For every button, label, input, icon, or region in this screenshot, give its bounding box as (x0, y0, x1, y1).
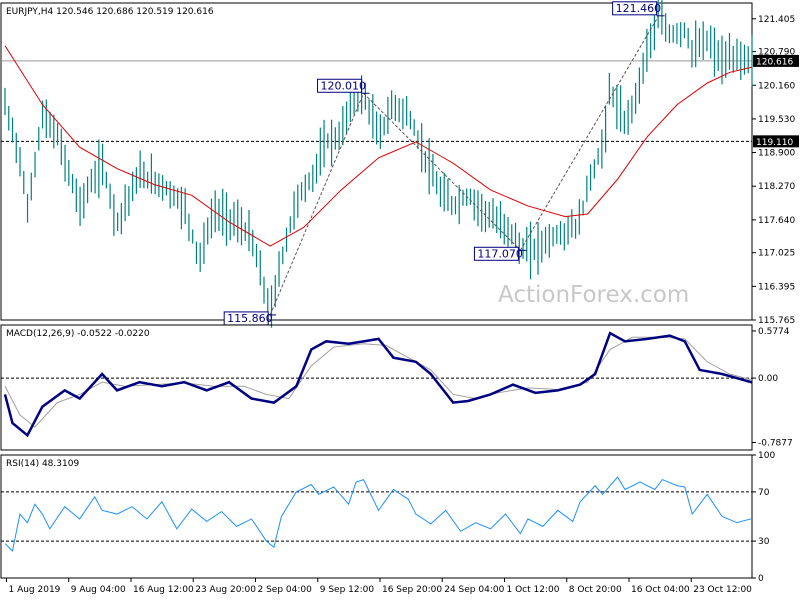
rsi-line (4, 476, 753, 552)
swing-label-box (317, 78, 363, 93)
y-tick-label: -0.7877 (758, 438, 793, 448)
x-tick-label: 9 Aug 04:00 (71, 585, 126, 595)
y-tick-label: 117.640 (758, 216, 795, 226)
y-tick-label: 118.270 (758, 182, 795, 192)
y-tick-label: 100 (758, 451, 775, 461)
swing-label: 117.070 (477, 247, 523, 260)
macd-signal-line (4, 336, 753, 428)
swing-label-box (473, 246, 519, 261)
y-tick-label: 120.160 (758, 81, 795, 91)
y-tick-label: 116.395 (758, 282, 795, 292)
x-tick-label: 9 Sep 12:00 (320, 585, 375, 595)
y-tick-label: 0 (758, 574, 764, 584)
macd-line (3, 331, 753, 438)
y-tick-label: 0.00 (758, 374, 778, 384)
x-tick-label: 24 Sep 04:00 (444, 585, 504, 595)
moving-average-line (4, 45, 753, 247)
y-tick-label: 30 (758, 537, 770, 547)
rsi-panel: RSI(14) 48.3109 100 70 30 0 (0, 451, 775, 584)
panel-title: RSI(14) 48.3109 (6, 459, 79, 469)
y-tick-label: 119.530 (758, 115, 795, 125)
time-axis: 1 Aug 2019 9 Aug 04:00 16 Aug 12:00 23 Aug … (5, 578, 752, 595)
x-tick-label: 8 Oct 20:00 (569, 585, 622, 595)
price-level-tag (753, 54, 799, 67)
price-level-label: 119.110 (756, 138, 793, 148)
price-level-tag (753, 135, 799, 148)
swing-trend-line (519, 15, 660, 251)
price-panel: EURJPY,H4 120.546 120.686 120.519 120.61… (0, 0, 799, 328)
y-tick-label: 121.405 (758, 15, 795, 25)
macd-panel: MACD(12,26,9) -0.0522 -0.0220 0.5774 0.00 -… (0, 324, 793, 451)
swing-label: 120.010 (321, 79, 367, 92)
y-tick-label: 0.5774 (758, 327, 790, 337)
panel-frame (0, 324, 753, 451)
watermark: ActionForex.com (498, 282, 689, 308)
x-tick-label: 16 Sep 20:00 (382, 585, 442, 595)
swing-label: 115.860 (227, 312, 273, 325)
panel-title: EURJPY,H4 120.546 120.686 120.519 120.61… (6, 7, 214, 17)
swing-label-box (612, 1, 658, 16)
x-tick-label: 23 Oct 12:00 (693, 585, 752, 595)
x-tick-label: 1 Aug 2019 (8, 585, 60, 595)
swing-trend-line (269, 93, 365, 316)
y-tick-label: 70 (758, 488, 770, 498)
panel-title: MACD(12,26,9) -0.0522 -0.0220 (6, 329, 150, 339)
y-tick-label: 118.900 (758, 149, 795, 159)
y-tick-label: 115.765 (758, 316, 795, 326)
swing-trend-line (363, 92, 521, 251)
x-tick-label: 1 Oct 12:00 (506, 585, 559, 595)
panel-frame (0, 454, 753, 579)
y-tick-label: 117.025 (758, 249, 795, 259)
panel-frame (0, 2, 753, 321)
price-level-label: 120.616 (756, 57, 793, 67)
x-tick-label: 16 Aug 12:00 (133, 585, 194, 595)
y-tick-label: 120.790 (758, 48, 795, 58)
x-tick-label: 2 Sep 04:00 (257, 585, 312, 595)
swing-label: 121.460 (616, 2, 662, 15)
x-tick-label: 23 Aug 20:00 (195, 585, 256, 595)
x-tick-label: 16 Oct 04:00 (631, 585, 690, 595)
